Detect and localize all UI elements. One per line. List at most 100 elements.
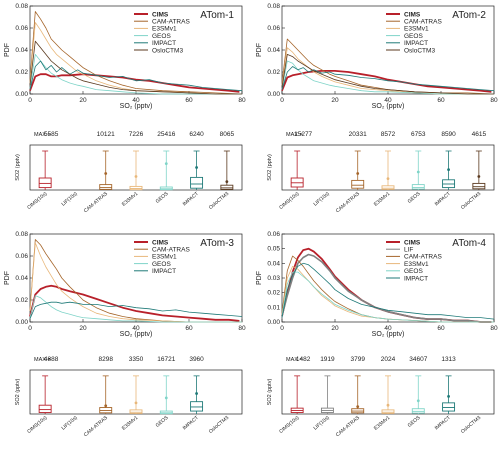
legend-entry: E3SMv1 (404, 26, 429, 33)
series-line-e3smv1 (29, 242, 242, 323)
series-line-cam-atras (29, 239, 242, 323)
series-line-impact (29, 301, 243, 319)
box-cims-10s- (38, 375, 52, 414)
series-line-e3smv1 (281, 265, 494, 323)
max-value: 10121 (97, 131, 115, 138)
max-value: 1313 (441, 356, 456, 363)
y-axis-label: SO2 (pptv) (15, 154, 21, 181)
mean-marker (416, 170, 420, 174)
category-label: CAM-ATRAS (83, 415, 110, 439)
mean-marker (195, 166, 198, 169)
max-value: 3350 (129, 356, 144, 363)
category-label: CAM-ATRAS (335, 191, 362, 215)
box-iqr (411, 184, 425, 190)
y-tick-label: 0.03 (267, 275, 280, 282)
category-label: OsloCTM3 (208, 415, 230, 435)
max-value: 1919 (320, 356, 335, 363)
max-label: MAX = (34, 357, 51, 363)
mean-marker (134, 175, 138, 178)
x-tick-label: 60 (185, 97, 193, 104)
category-label: GEOS (407, 191, 422, 205)
mean-marker (225, 180, 229, 184)
box-iqr (472, 182, 486, 190)
x-tick-label: 80 (490, 325, 498, 332)
category-label: LIF(10s) (313, 191, 331, 208)
chart-title: ATom-3 (200, 238, 234, 249)
max-value: 6753 (411, 131, 426, 138)
y-axis-label: SO2 (pptv) (15, 379, 21, 406)
box-iqr (442, 402, 456, 412)
chart-panel-7: SO2 (pptv) MAX =4888 CIMS(10s) LIF(10s) 8298… (15, 356, 243, 439)
box-iqr (220, 184, 234, 190)
x-tick-label: 20 (79, 325, 87, 332)
max-value: 15277 (294, 131, 312, 138)
legend-entry: OsloCTM3 (152, 47, 183, 54)
category-label: LIF(10s) (61, 415, 79, 432)
series-line-cims (29, 73, 240, 93)
x-tick-label: 0 (280, 325, 284, 332)
x-axis-label: SO₂ (pptv) (372, 103, 405, 110)
box-osloctm3 (472, 150, 486, 190)
legend-entry: CAM-ATRAS (404, 19, 442, 26)
y-tick-label: 0.00 (267, 319, 280, 326)
legend-entry: CAM-ATRAS (152, 247, 190, 254)
box-iqr (351, 179, 365, 189)
box-impact (190, 375, 204, 414)
box-impact (442, 375, 456, 414)
category-label: E3SMv1 (121, 415, 140, 432)
series-line-e3smv1 (29, 22, 242, 95)
box-iqr (381, 185, 395, 190)
x-axis-label: SO₂ (pptv) (120, 103, 153, 110)
box-geos (411, 150, 425, 190)
box-cam-atras (99, 375, 113, 414)
box-cims-10s- (290, 375, 304, 414)
chart-title: ATom-2 (452, 10, 486, 21)
y-axis-label: PDF (256, 43, 263, 57)
mean-marker (416, 399, 420, 403)
y-tick-label: 0.06 (267, 25, 280, 32)
box-geos (159, 150, 173, 191)
category-label: OsloCTM3 (460, 415, 482, 435)
x-tick-label: 20 (331, 325, 339, 332)
mean-marker (356, 405, 360, 409)
series-line-osloctm3 (29, 40, 242, 95)
chart-panel-4: SO2 (pptv) MAX =15277 CIMS(10s) LIF(10s) 203… (267, 131, 495, 215)
series-line-geos (281, 271, 494, 323)
x-tick-label: 60 (185, 325, 193, 332)
y-axis-label: PDF (4, 271, 11, 285)
chart-title: ATom-4 (452, 238, 486, 249)
legend-entry: OsloCTM3 (404, 47, 435, 54)
y-tick-label: 0.06 (267, 231, 280, 238)
series-line-impact (281, 66, 495, 92)
box-iqr (129, 409, 143, 414)
legend-entry: GEOS (152, 261, 171, 268)
series-line-geos (29, 295, 242, 323)
series-line-impact (29, 60, 243, 92)
x-tick-label: 60 (437, 97, 445, 104)
legend-entry: CIMS (404, 11, 421, 18)
legend-entry: LIF (404, 247, 413, 254)
legend-entry: CIMS (152, 11, 169, 18)
mean-marker (356, 172, 360, 175)
max-value: 3960 (189, 356, 204, 363)
mean-marker (447, 395, 450, 398)
chart-panel-2: 0 20 40 60 80 0.00 0.02 0.04 0.06 0.08 PDF SO₂ (ppt… (256, 3, 498, 110)
legend-entry: IMPACT (152, 268, 176, 275)
category-label: OsloCTM3 (460, 191, 482, 211)
legend-entry: IMPACT (404, 40, 428, 47)
box-impact (442, 150, 456, 190)
series-line-cam-atras (29, 11, 243, 95)
chart-title: ATom-1 (200, 10, 234, 21)
chart-panel-1: 0 20 40 60 80 0.00 0.02 0.04 0.06 0.08 PDF SO₂ (ppt… (4, 3, 246, 110)
y-tick-label: 0.00 (15, 91, 28, 98)
x-tick-label: 80 (490, 97, 498, 104)
category-label: IMPACT (182, 191, 200, 208)
box-e3smv1 (381, 150, 395, 190)
y-tick-label: 0.08 (15, 3, 28, 10)
max-value: 8590 (441, 131, 456, 138)
series-line-cims (29, 284, 240, 322)
box-impact (190, 150, 204, 190)
max-value: 6240 (189, 131, 204, 138)
series-line-impact (281, 262, 495, 320)
